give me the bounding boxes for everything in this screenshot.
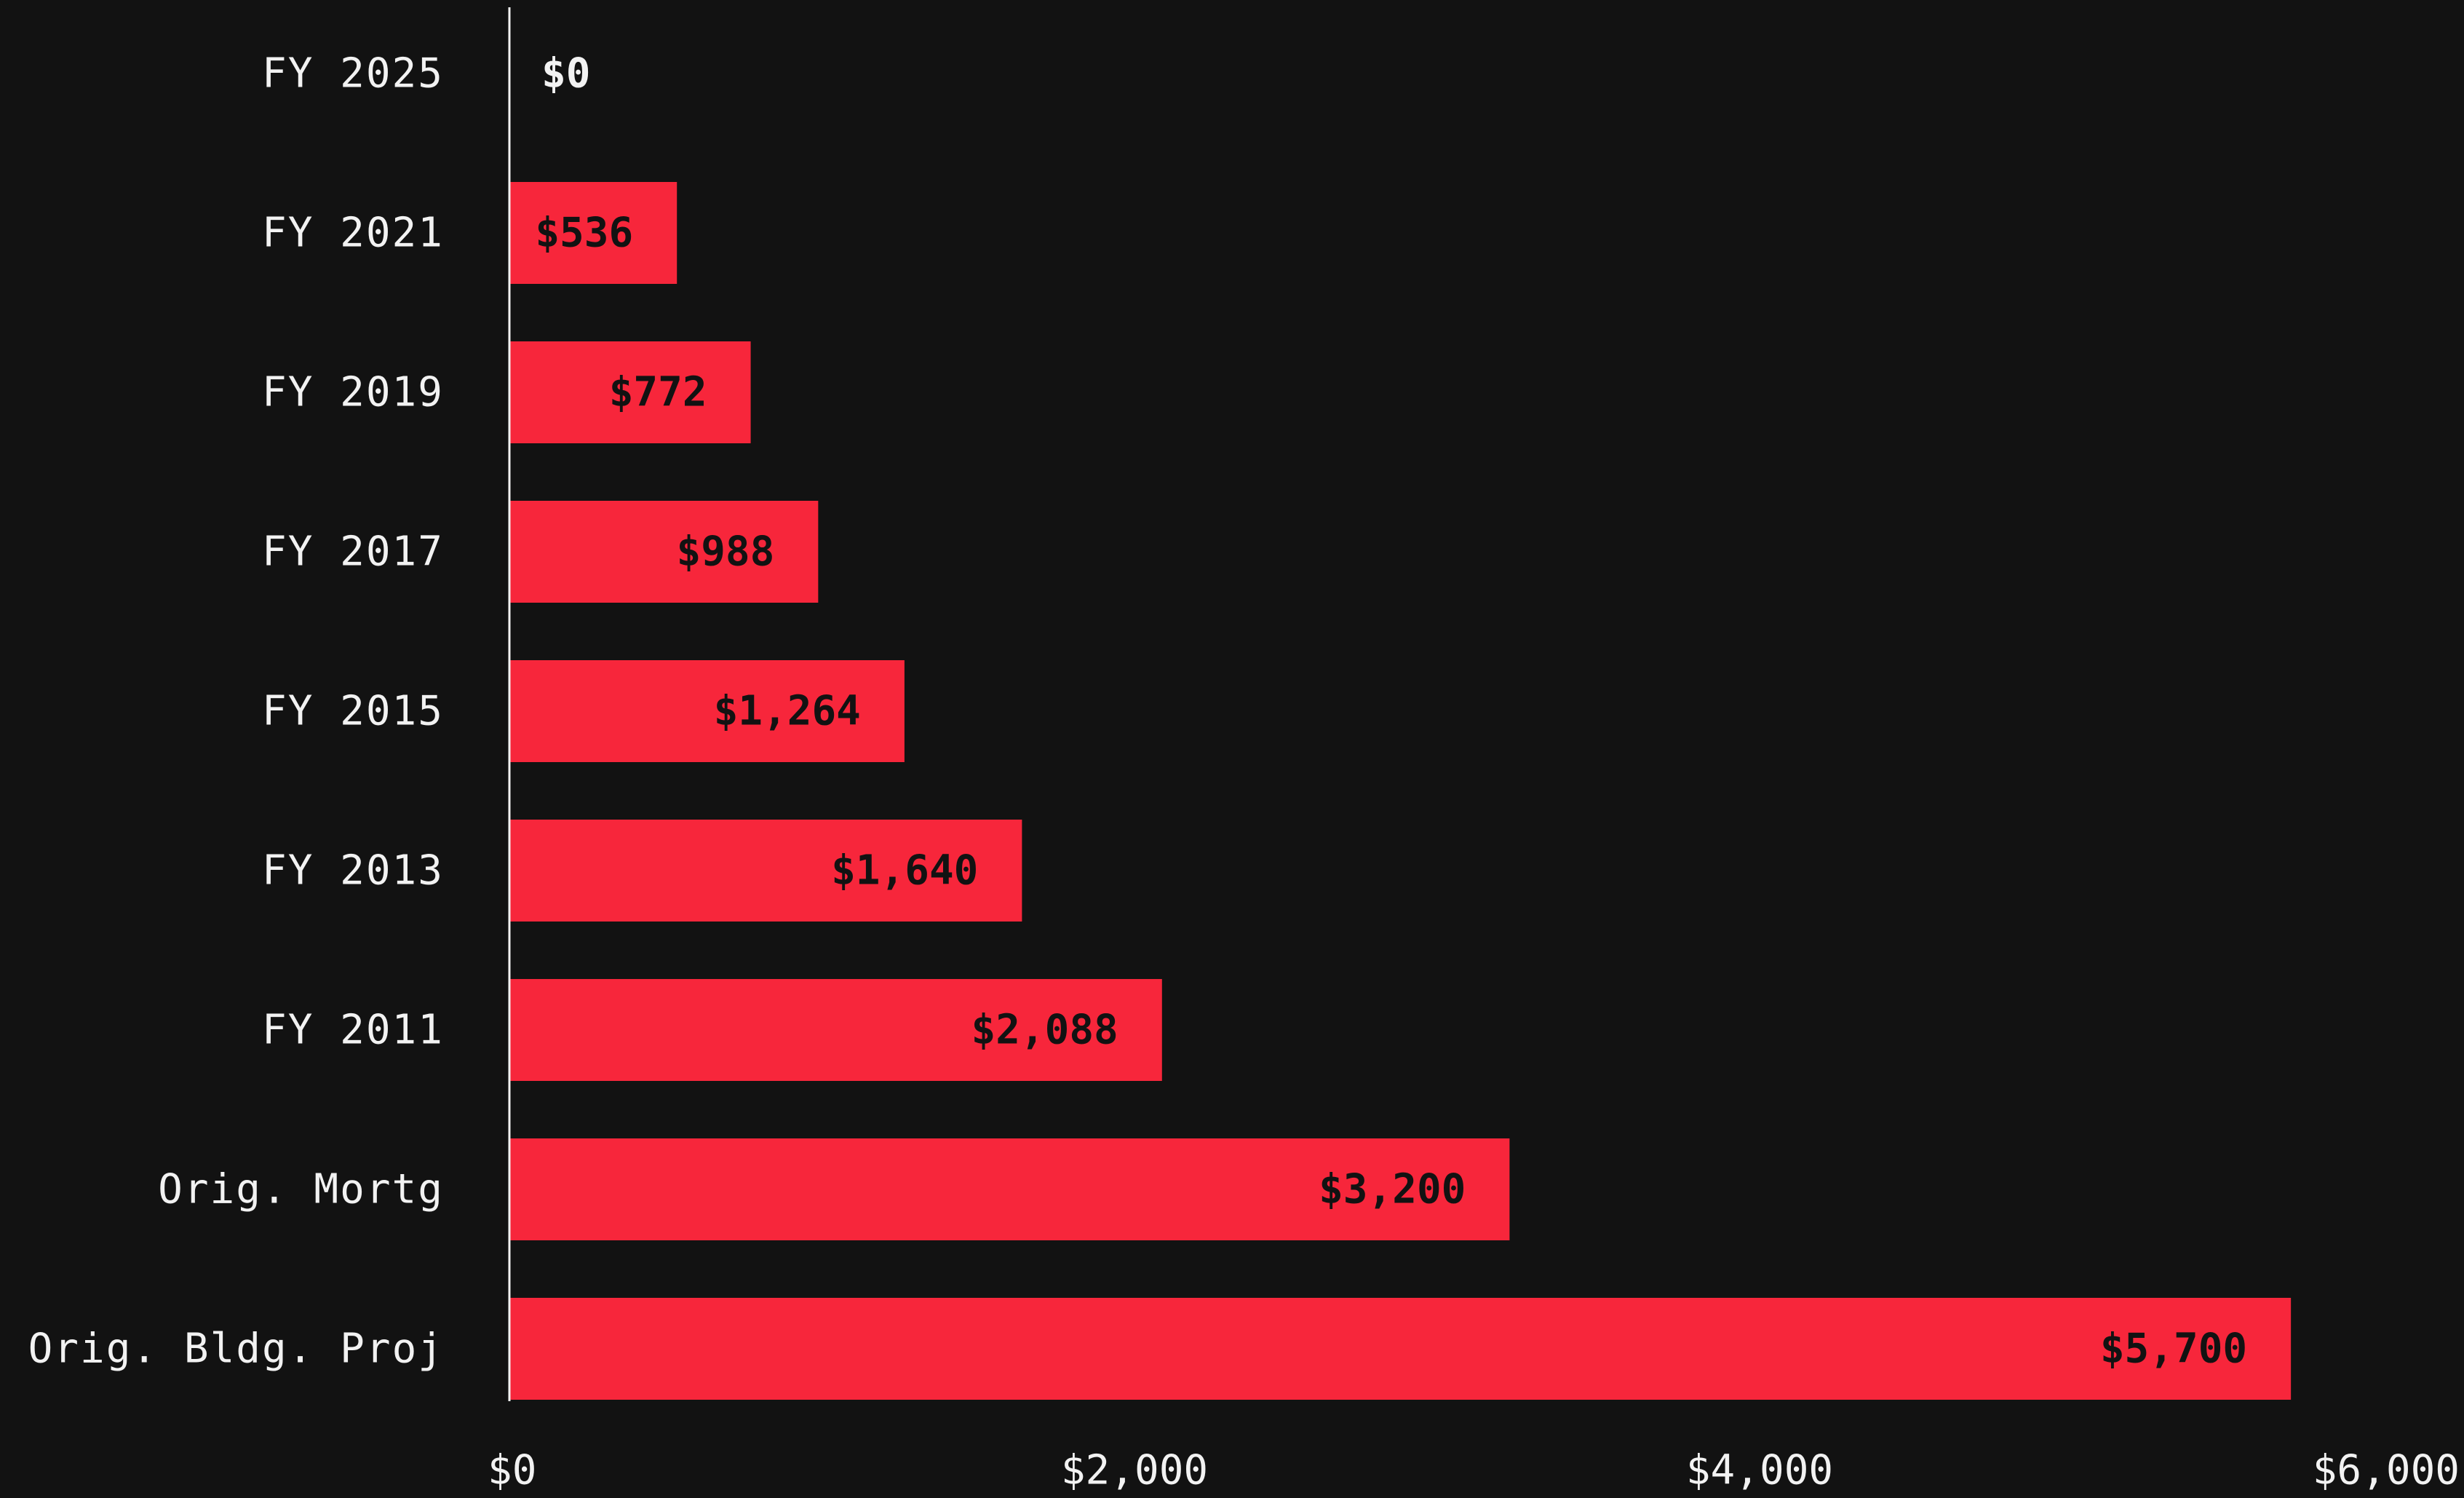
x-tick-label-0: $0 — [488, 1447, 536, 1494]
category-label-fy-2017: FY 2017 — [262, 528, 444, 576]
category-label-fy-2015: FY 2015 — [262, 688, 444, 735]
category-label-orig-mortg: Orig. Mortg — [158, 1166, 444, 1213]
category-label-fy-2021: FY 2021 — [262, 210, 444, 257]
category-label-fy-2025: FY 2025 — [262, 50, 444, 98]
bar-orig-mortg — [509, 1138, 1510, 1240]
bar-orig-bldg-proj — [509, 1298, 2292, 1400]
category-label-fy-2011: FY 2011 — [262, 1007, 444, 1054]
value-label-fy-2019: $772 — [609, 369, 707, 416]
x-tick-label-6000: $6,000 — [2313, 1447, 2460, 1494]
value-label-fy-2021: $536 — [535, 210, 633, 257]
bar-fy-2015 — [509, 660, 905, 762]
value-label-orig-mortg: $3,200 — [1319, 1166, 1466, 1213]
value-label-fy-2013: $1,640 — [831, 847, 978, 895]
value-label-fy-2015: $1,264 — [714, 688, 861, 735]
bar-fy-2013 — [509, 820, 1022, 922]
bar-fy-2017 — [509, 501, 819, 603]
value-label-orig-bldg-proj: $5,700 — [2100, 1325, 2247, 1373]
bar-fy-2011 — [509, 979, 1162, 1081]
value-label-fy-2011: $2,088 — [971, 1007, 1118, 1054]
value-labels: $0 $536 $772 $988 $1,264 $1,640 $2,088 $3,200 $5… — [535, 50, 2247, 1373]
bar-fy-2019 — [509, 341, 751, 443]
value-label-fy-2017: $988 — [676, 528, 774, 576]
bar-fy-2021 — [509, 182, 677, 284]
category-label-orig-bldg-proj: Orig. Bldg. Proj — [28, 1325, 444, 1373]
x-axis-tick-labels: $0 $2,000 $4,000 $6,000 — [488, 1447, 2460, 1494]
x-tick-label-2000: $2,000 — [1061, 1447, 1208, 1494]
value-label-fy-2025: $0 — [541, 50, 590, 98]
bars-layer — [509, 182, 2292, 1400]
x-tick-label-4000: $4,000 — [1686, 1447, 1833, 1494]
category-label-fy-2019: FY 2019 — [262, 369, 444, 416]
category-labels: FY 2025 FY 2021 FY 2019 FY 2017 FY 2015 FY 20… — [28, 50, 444, 1373]
category-label-fy-2013: FY 2013 — [262, 847, 444, 895]
